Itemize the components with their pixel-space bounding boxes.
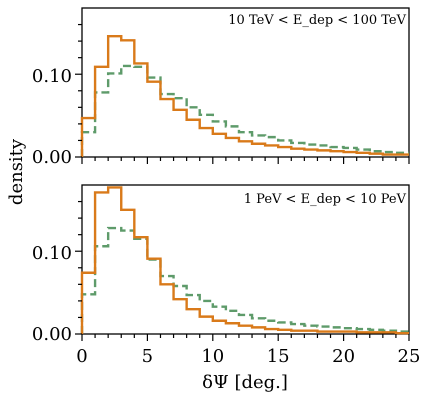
bottom-axis-ticks <box>75 200 410 341</box>
solid-histogram-series <box>80 186 409 335</box>
dashed-histogram-series <box>80 64 409 157</box>
top-ytick-label-1: 0.10 <box>32 66 72 87</box>
xtick-label: 0 <box>76 346 87 367</box>
xtick-label: 25 <box>398 346 421 367</box>
y-axis-label: density <box>6 138 27 205</box>
top-axis-ticks <box>75 23 410 164</box>
top-plot-frame <box>81 7 410 158</box>
top-ytick-label-0: 0.00 <box>32 147 72 168</box>
xtick-label: 20 <box>332 346 355 367</box>
solid-histogram-series <box>80 34 409 157</box>
bottom-ytick-label-0: 0.00 <box>32 324 72 345</box>
bottom-plot-frame <box>81 184 410 335</box>
bottom-ytick-label-1: 0.10 <box>32 243 72 264</box>
top-histograms <box>80 34 409 157</box>
top-panel: 0.00 0.10 10 TeV < E_dep < 100 TeV <box>32 7 410 168</box>
xtick-label: 10 <box>201 346 224 367</box>
bottom-histograms <box>80 186 409 335</box>
xtick-label: 15 <box>267 346 290 367</box>
bottom-panel: 0.00 0.10 1 PeV < E_dep < 10 PeV 0 5 10 15 2… <box>32 184 420 393</box>
xtick-label: 5 <box>142 346 153 367</box>
top-energy-range-annotation: 10 TeV < E_dep < 100 TeV <box>228 13 406 28</box>
bottom-xtick-labels: 0 5 10 15 20 25 <box>76 346 420 367</box>
dashed-histogram-series <box>80 226 409 334</box>
x-axis-label: δΨ [deg.] <box>202 372 288 393</box>
bottom-energy-range-annotation: 1 PeV < E_dep < 10 PeV <box>244 192 407 207</box>
